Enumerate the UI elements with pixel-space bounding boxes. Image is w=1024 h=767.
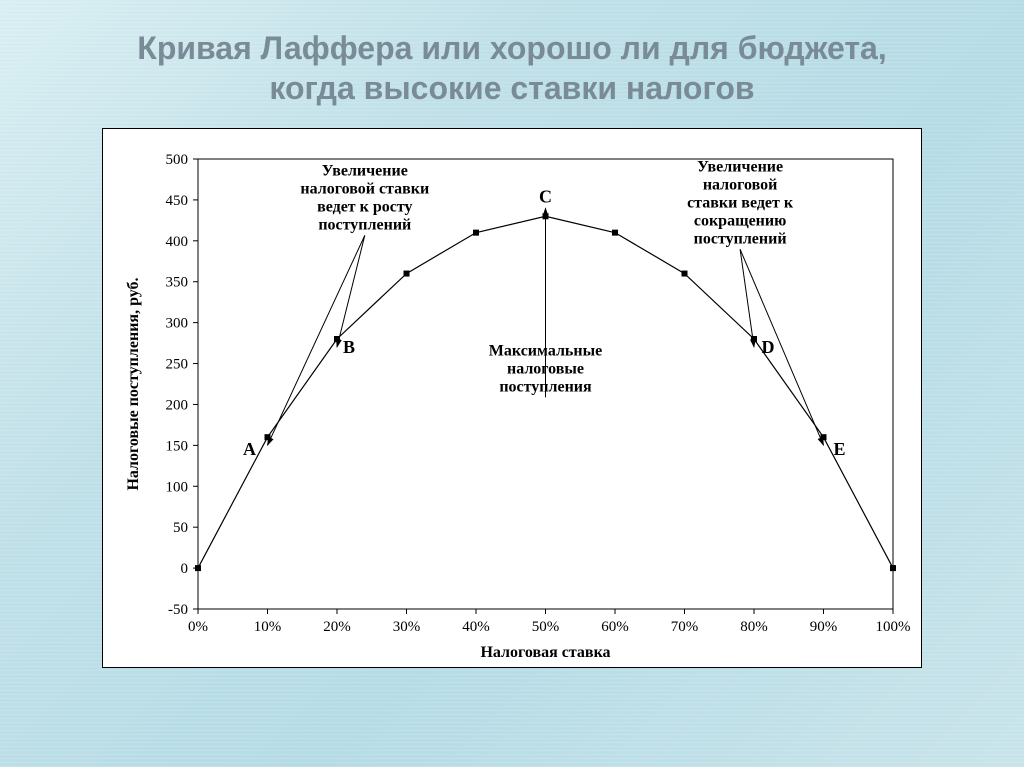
point-label: B	[343, 337, 355, 357]
x-tick-label: 90%	[810, 619, 838, 635]
x-tick-label: 20%	[323, 619, 351, 635]
annotation-text: ставки ведет к	[687, 194, 794, 211]
x-tick-label: 40%	[462, 619, 490, 635]
y-tick-label: 50	[173, 520, 188, 536]
data-marker	[751, 336, 757, 342]
data-marker	[473, 230, 479, 236]
x-tick-label: 70%	[671, 619, 699, 635]
point-label: A	[243, 439, 256, 459]
y-tick-label: 250	[166, 357, 189, 373]
annotation-text: налоговой ставки	[300, 180, 429, 197]
data-marker	[404, 271, 410, 277]
annotation-text: поступлений	[318, 216, 411, 233]
data-marker	[265, 434, 271, 440]
y-tick-label: 150	[166, 438, 189, 454]
title-line1: Кривая Лаффера или хорошо ли для бюджета…	[137, 30, 886, 66]
y-tick-label: -50	[168, 602, 188, 618]
laffer-chart: -50 0 50 100 150 200 250 300 350 400 450 500 0% 10% 20…	[102, 128, 922, 668]
annotation-text: сокращению	[694, 212, 787, 229]
data-marker	[890, 565, 896, 571]
x-tick-label: 10%	[254, 619, 282, 635]
chart-svg: -50 0 50 100 150 200 250 300 350 400 450 500 0% 10% 20…	[103, 129, 923, 669]
y-tick-label: 200	[166, 397, 189, 413]
annotation-text: Увеличение	[322, 162, 408, 179]
x-tick-label: 0%	[188, 619, 208, 635]
annotation-text: поступлений	[694, 230, 787, 247]
x-axis-label: Налоговая ставка	[480, 644, 610, 661]
annotation-text: Увеличение	[697, 158, 783, 175]
y-tick-label: 100	[166, 479, 189, 495]
y-axis-label: Налоговые поступления, руб.	[125, 277, 142, 490]
annotation-text: ведет к росту	[317, 198, 412, 215]
y-tick-label: 350	[166, 275, 189, 291]
y-tick-label: 300	[166, 316, 189, 332]
x-tick-label: 50%	[532, 619, 560, 635]
y-tick-label: 500	[166, 152, 189, 168]
point-label: C	[539, 186, 552, 206]
data-marker	[612, 230, 618, 236]
x-tick-label: 60%	[601, 619, 629, 635]
annotation-text: налоговой	[703, 176, 778, 193]
x-tick-label: 30%	[393, 619, 421, 635]
y-tick-label: 400	[166, 234, 189, 250]
data-marker	[195, 565, 201, 571]
y-tick-label: 0	[181, 561, 189, 577]
annotation-arrow	[337, 235, 365, 347]
x-tick-label: 100%	[876, 619, 911, 635]
data-marker	[682, 271, 688, 277]
x-tick-label: 80%	[740, 619, 768, 635]
slide-title: Кривая Лаффера или хорошо ли для бюджета…	[0, 0, 1024, 118]
title-line2: когда высокие ставки налогов	[269, 70, 754, 106]
annotation-arrow	[740, 249, 823, 445]
slide: Кривая Лаффера или хорошо ли для бюджета…	[0, 0, 1024, 767]
point-label: D	[762, 337, 775, 357]
y-tick-label: 450	[166, 193, 189, 209]
point-label: E	[833, 439, 845, 459]
